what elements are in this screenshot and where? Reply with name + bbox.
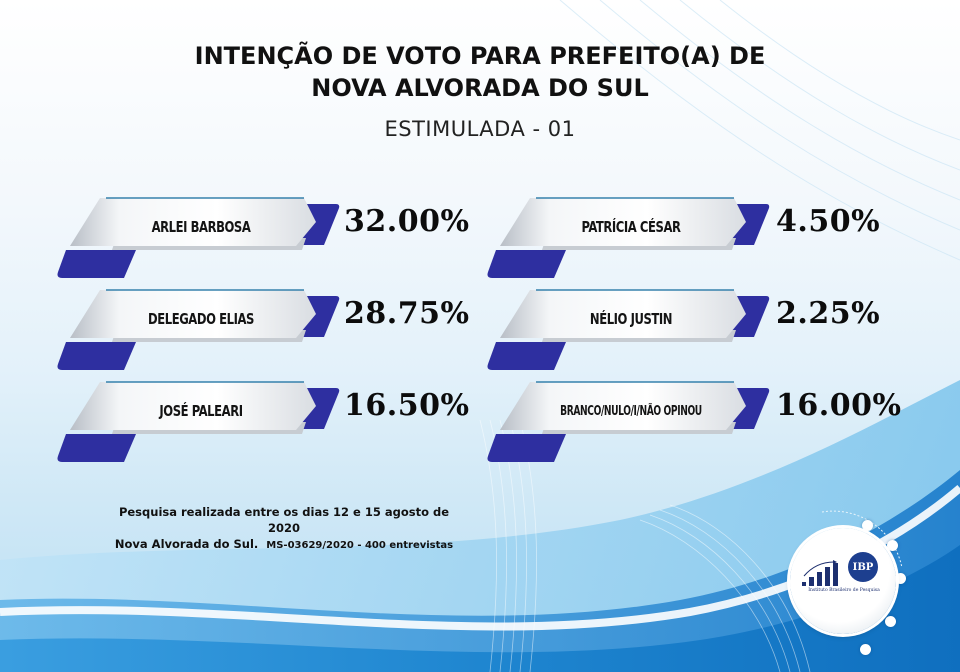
survey-note-line-2: Nova Alvorada do Sul. MS-03629/2020 - 40… (106, 536, 462, 554)
logo-caption: Instituto Brasileiro de Pesquisa (808, 588, 880, 593)
logo-dot (885, 616, 896, 627)
ribbon-banner: DELEGADO ELIAS (56, 282, 341, 372)
candidate-percent: 32.00% (344, 204, 470, 239)
logo-dot (895, 573, 906, 584)
ibp-initials: IBP (848, 552, 878, 582)
candidate-name: ARLEI BARBOSA (151, 218, 251, 236)
candidate-row-delegado-elias: DELEGADO ELIAS 28.75% (56, 282, 476, 372)
survey-note-line-1: Pesquisa realizada entre os dias 12 e 15… (118, 505, 450, 535)
candidate-percent: 16.00% (776, 388, 902, 423)
candidate-percent: 16.50% (344, 388, 470, 423)
ribbon-banner: BRANCO/NULO/I/NÃO OPINOU (486, 374, 771, 464)
logo-dot (887, 540, 898, 551)
candidate-name: DELEGADO ELIAS (148, 310, 254, 328)
logo-badge (790, 528, 896, 634)
ribbon-banner: ARLEI BARBOSA (56, 190, 341, 280)
logo-arc-decoration (821, 510, 903, 569)
ribbon-banner: PATRÍCIA CÉSAR (486, 190, 771, 280)
page-subtitle: ESTIMULADA - 01 (384, 117, 576, 141)
candidate-percent: 28.75% (344, 296, 470, 331)
logo-dot (862, 520, 873, 531)
ribbon-banner: NÉLIO JUSTIN (486, 282, 771, 372)
page-title: INTENÇÃO DE VOTO PARA PREFEITO(A) DE NOV… (0, 40, 960, 104)
survey-note: Pesquisa realizada entre os dias 12 e 15… (106, 504, 462, 554)
candidate-row-branco-nulo: BRANCO/NULO/I/NÃO OPINOU 16.00% (486, 374, 906, 464)
candidate-percent: 2.25% (776, 296, 881, 331)
candidate-name: NÉLIO JUSTIN (589, 310, 673, 328)
survey-registration: MS-03629/2020 - 400 entrevistas (266, 540, 454, 551)
candidate-name: PATRÍCIA CÉSAR (581, 218, 681, 236)
candidate-percent: 4.50% (776, 204, 881, 239)
candidate-row-nelio-justin: NÉLIO JUSTIN 2.25% (486, 282, 906, 372)
title-line-2: NOVA ALVORADA DO SUL (311, 74, 649, 102)
candidate-name: BRANCO/NULO/I/NÃO OPINOU (560, 403, 702, 419)
ibp-logo: IBP Instituto Brasileiro de Pesquisa (782, 508, 922, 658)
ribbon-banner: JOSÉ PALEARI (56, 374, 341, 464)
candidate-row-arlei-barbosa: ARLEI BARBOSA 32.00% (56, 190, 476, 280)
candidate-row-jose-paleari: JOSÉ PALEARI 16.50% (56, 374, 476, 464)
survey-location: Nova Alvorada do Sul. (114, 537, 259, 551)
candidate-name: JOSÉ PALEARI (159, 402, 243, 420)
title-line-1: INTENÇÃO DE VOTO PARA PREFEITO(A) DE (194, 42, 766, 70)
bar-chart-growth-icon (802, 560, 838, 586)
candidate-row-patricia-cesar: PATRÍCIA CÉSAR 4.50% (486, 190, 906, 280)
logo-dot (860, 644, 871, 655)
